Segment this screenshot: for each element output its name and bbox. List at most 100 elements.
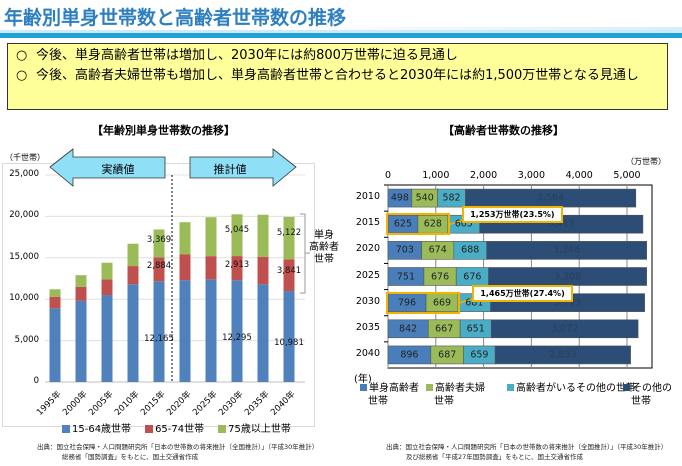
left-chart-title: 【年齢別単身世帯数の推移】 [92, 124, 235, 137]
callout-label: 1,465万世帯(27.4%) [472, 284, 573, 302]
bar-segment [257, 284, 269, 382]
highlight-box [386, 213, 450, 236]
title-underline-fade [290, 27, 682, 31]
bar-segment [75, 286, 87, 301]
y-tick-label: 10,000 [9, 293, 39, 304]
category-label: 2035 [355, 321, 380, 333]
right-source: 出典：国立社会保障・人口問題研究所「日本の世帯数の将来推計（全国推計）」（平成3… [386, 443, 668, 461]
x-tick-label: 4,000 [565, 170, 593, 181]
right-chart-title: 【高齢者世帯数の推移】 [443, 124, 564, 137]
x-tick-label: 0 [384, 170, 392, 181]
data-label: 3,369 [146, 234, 172, 245]
bar-segment [257, 214, 269, 257]
legend-item: 単身高齢者 世帯 [360, 382, 419, 408]
bar-segment [283, 291, 295, 382]
projection-label: 推計値 [213, 163, 247, 176]
bar-segment [49, 308, 61, 382]
legend-swatch-icon [145, 425, 154, 433]
legend-swatch-icon [507, 384, 514, 391]
bar-segment [153, 229, 165, 258]
data-label: 3,841 [276, 265, 302, 276]
y-tick-label: 15,000 [9, 251, 39, 262]
legend-item: 15-64歳世帯 [62, 420, 131, 435]
bar-segment [231, 280, 243, 382]
bar-segment [231, 214, 243, 257]
category-label: 2025 [355, 269, 380, 281]
legend-item: その他の 世帯 [623, 382, 672, 408]
category-label: 2015 [355, 217, 380, 229]
summary-item: ○ 今後、高齢者夫婦世帯も増加し、単身高齢者世帯と合わせると2030年には約1,… [16, 66, 667, 86]
bar-segment [231, 256, 243, 281]
bracket-label: 単身 高齢者 世帯 [309, 230, 339, 265]
page-title: 年齢別単身世帯数と高齢者世帯数の推移 [4, 7, 347, 29]
bar-segment [49, 289, 61, 297]
y-tick-label: 0 [33, 376, 39, 386]
right-year-label: (年) [354, 374, 372, 385]
legend-swatch-icon [62, 425, 70, 433]
right-arrow-icon [189, 148, 297, 187]
bar-segment [179, 254, 191, 281]
y-tick-label: 20,000 [9, 210, 39, 221]
data-label: 687 [438, 349, 457, 361]
bar-segment [127, 284, 139, 382]
bar-segment [101, 262, 113, 280]
category-label: 2010 [355, 191, 380, 203]
data-label: 12,165 [144, 333, 174, 344]
legend-swatch-icon [360, 384, 367, 391]
summary-item: ○ 今後、単身高齢者世帯は増加し、2030年には約800万世帯に迫る見通し [16, 46, 667, 66]
data-label: 688 [461, 244, 480, 256]
bar-segment [490, 319, 639, 339]
legend-item: 高齢者夫婦 世帯 [426, 382, 485, 408]
callout-label: 1,253万世帯(23.5%) [462, 206, 563, 224]
data-label: 2,913 [224, 259, 250, 270]
y-tick-label: 5,000 [14, 334, 39, 345]
title-underline [0, 30, 682, 38]
bar-segment [75, 275, 87, 287]
bar-segment [101, 279, 113, 296]
data-label: 659 [470, 349, 489, 361]
bar-segment [283, 216, 295, 260]
data-label: 625 [393, 218, 413, 230]
data-label: 582 [442, 192, 461, 204]
bar-segment [205, 256, 217, 280]
legend-item: 75歳以上世帯 [218, 420, 291, 435]
data-label: 651 [466, 323, 485, 335]
actual-label: 実績値 [101, 163, 135, 176]
data-label: 3,223 [553, 297, 582, 309]
data-label: 667 [435, 323, 454, 335]
left-source: 出典：国立社会保障・人口問題研究所「日本の世帯数の将来推計（全国推計）」（平成3… [37, 443, 319, 461]
bar-segment [101, 295, 113, 382]
data-label: 796 [397, 297, 417, 309]
category-label: 2020 [355, 243, 380, 255]
x-tick-label: 1,000 [422, 170, 450, 181]
bullet-circle-icon: ○ [16, 48, 28, 63]
data-label: 628 [423, 218, 442, 230]
legend-item: 高齢者がいるその他の世帯 [507, 382, 636, 395]
data-label: 498 [390, 192, 409, 204]
bar-segment [179, 222, 191, 255]
left-legend: 15-64歳世帯 65-74世帯 75歳以上世帯 [62, 420, 291, 435]
data-label: 703 [395, 244, 414, 256]
data-label: 5,122 [276, 227, 302, 238]
bar-segment [127, 243, 139, 267]
bar-segment [49, 296, 61, 309]
bar-segment [283, 259, 295, 292]
right-chart-unit: （万世帯） [626, 157, 666, 166]
data-label: 3,072 [551, 323, 579, 335]
bar-segment [494, 345, 631, 365]
bar-segment [153, 257, 165, 282]
bullet-circle-icon: ○ [16, 68, 28, 83]
data-label: 10,981 [274, 337, 304, 348]
legend-swatch-icon [218, 425, 227, 433]
legend-swatch-icon [426, 384, 433, 391]
legend-item: 65-74世帯 [145, 420, 204, 435]
y-tick-label: 25,000 [9, 169, 39, 179]
data-label: 674 [428, 244, 447, 256]
data-label: 669 [432, 297, 452, 309]
bar-segment [153, 281, 165, 382]
bar-segment [257, 256, 269, 285]
highlight-box [386, 291, 461, 314]
data-label: 751 [396, 271, 416, 282]
data-label: 842 [399, 323, 418, 335]
